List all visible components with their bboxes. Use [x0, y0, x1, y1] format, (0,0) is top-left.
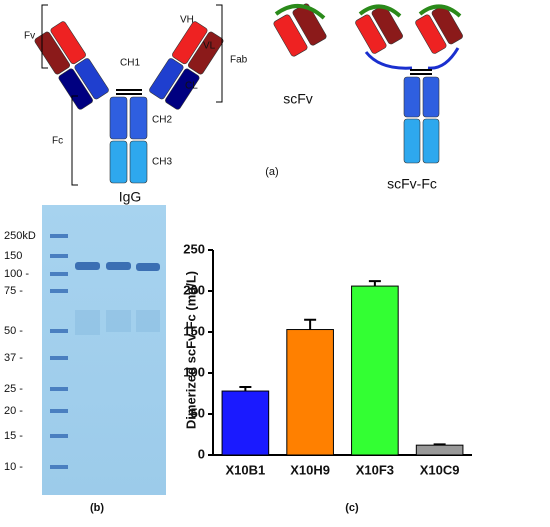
- gel: [42, 205, 166, 495]
- igg-diagram: [34, 21, 224, 184]
- scfv-label: scFv: [283, 91, 313, 107]
- vh-label: VH: [180, 15, 194, 26]
- ladder-label: 150: [4, 250, 22, 262]
- ladder-label: 10 -: [4, 461, 23, 473]
- ladder-label: 37 -: [4, 352, 23, 364]
- ch1-label: CH1: [120, 58, 140, 69]
- ladder-band: [50, 434, 68, 438]
- igg-label: IgG: [119, 189, 142, 205]
- vl-label: VL: [203, 41, 216, 52]
- bar-chart: 0 50 100 150 200 250 X10B1 X10H9 X10F3 X10C9: [183, 241, 472, 477]
- brackets: [41, 4, 223, 186]
- bar: [351, 285, 399, 456]
- ladder-band: [50, 272, 68, 276]
- ladder-band: [50, 329, 68, 333]
- bar: [221, 390, 270, 456]
- y-tick-label: 250: [183, 241, 205, 256]
- x-tick-label: X10C9: [420, 462, 460, 477]
- bar: [286, 329, 334, 456]
- ladder-band: [50, 409, 68, 413]
- ladder-band: [50, 289, 68, 293]
- ladder-band: [50, 387, 68, 391]
- ladder-label: 100 -: [4, 268, 29, 280]
- fc-label: Fc: [52, 136, 63, 147]
- scfv-fc-diagram: [355, 4, 463, 164]
- y-tick-label: 0: [198, 446, 205, 461]
- ladder-label: 75 -: [4, 285, 23, 297]
- panel-b: (b): [90, 502, 104, 514]
- scfv-diagram: [273, 3, 327, 57]
- error-bar: [433, 443, 446, 446]
- ladder-label: 15 -: [4, 430, 23, 442]
- ladder-band: [50, 254, 68, 258]
- fab-label: Fab: [230, 55, 248, 66]
- y-tick-label: 100: [183, 364, 205, 379]
- error-bar: [368, 280, 381, 287]
- ladder-band: [50, 356, 68, 360]
- ladder-label: 250kD: [4, 230, 36, 242]
- gel-bands: [75, 262, 160, 335]
- fv-label: Fv: [24, 31, 35, 42]
- panel-a: (a): [265, 166, 278, 178]
- ladder-label: 20 -: [4, 405, 23, 417]
- y-tick-label: 50: [191, 405, 205, 420]
- error-bar: [304, 318, 317, 330]
- error-bar: [239, 385, 252, 392]
- ch2-label: CH2: [152, 115, 172, 126]
- x-tick-label: X10B1: [226, 462, 266, 477]
- ladder: 250kD 150 100 - 75 - 50 - 37 - 25 - 20 - 15 - 10 …: [4, 230, 68, 473]
- bar: [415, 444, 464, 456]
- ladder-band: [50, 465, 68, 469]
- cl-label: CL: [185, 81, 198, 92]
- panel-c: (c): [345, 502, 359, 514]
- y-tick-label: 150: [183, 323, 205, 338]
- y-tick-label: 200: [183, 282, 205, 297]
- y-axis-label: Dimerized scFv-Fc (mg/L): [183, 271, 198, 429]
- ladder-band: [50, 234, 68, 238]
- ch3-label: CH3: [152, 157, 172, 168]
- scfv-fc-label: scFv-Fc: [387, 176, 437, 192]
- ladder-label: 25 -: [4, 383, 23, 395]
- ladder-label: 50 -: [4, 325, 23, 337]
- x-tick-label: X10F3: [356, 462, 394, 477]
- x-tick-label: X10H9: [290, 462, 330, 477]
